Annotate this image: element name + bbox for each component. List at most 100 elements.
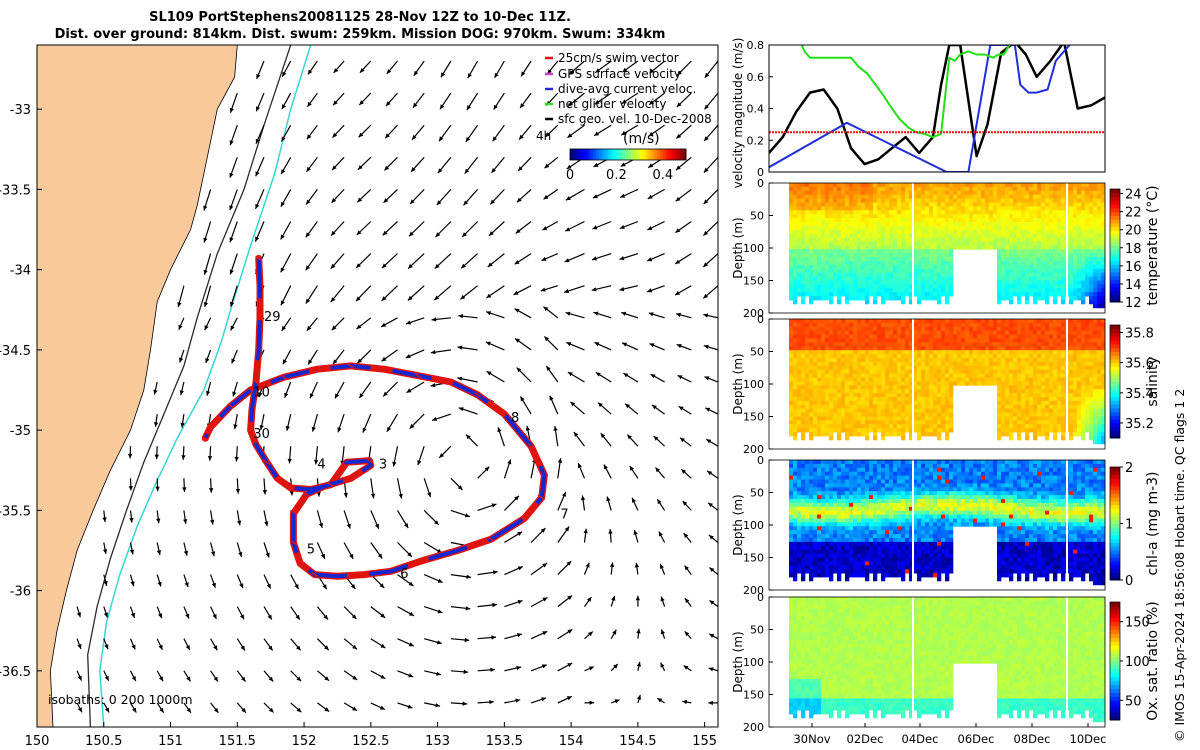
section-cell	[1001, 253, 1006, 258]
section-cell	[985, 346, 990, 351]
section-cell	[969, 190, 974, 196]
section-cell	[893, 432, 898, 437]
section-cell	[1073, 245, 1078, 250]
section-cell	[909, 276, 914, 281]
section-cell	[937, 202, 942, 207]
section-cell	[849, 319, 854, 324]
section-cell	[937, 385, 942, 390]
section-cell	[1025, 202, 1030, 207]
section-cell	[1021, 225, 1026, 231]
section-cell	[805, 350, 810, 355]
section-cell	[909, 296, 914, 301]
section-cell	[873, 194, 878, 199]
section-cell	[809, 249, 814, 254]
section-cell	[893, 334, 898, 339]
section-cell	[1017, 183, 1022, 188]
section-cell	[1061, 194, 1066, 199]
velocity-arrow-head	[380, 643, 386, 648]
section-cell	[949, 326, 954, 332]
section-cell	[885, 389, 890, 394]
velocity-arrow-head	[153, 389, 158, 395]
section-cell	[885, 210, 890, 215]
section-cell	[817, 218, 822, 223]
section-cell	[1041, 292, 1046, 297]
section-cell	[1101, 300, 1106, 305]
section-cell	[857, 354, 862, 359]
section-cell	[869, 389, 874, 394]
colorbar-segment	[575, 149, 580, 160]
section-cell	[869, 408, 874, 413]
section-cell	[801, 369, 806, 374]
section-cell	[957, 354, 962, 359]
section-cell	[965, 194, 970, 199]
section-cell	[905, 198, 910, 203]
section-cell	[841, 326, 846, 332]
section-cell	[857, 249, 862, 254]
section-cell	[917, 377, 922, 382]
section-cell	[857, 326, 862, 332]
section-cell	[965, 342, 970, 347]
section-cell	[1009, 428, 1014, 433]
section-cell	[793, 389, 798, 394]
section-cell	[953, 361, 958, 367]
section-cell	[921, 408, 926, 413]
section-cell	[877, 280, 882, 285]
colorbar-segment	[581, 149, 585, 160]
section-cell	[1033, 272, 1038, 277]
section-cell	[873, 322, 878, 328]
section-cell	[925, 190, 930, 196]
section-cell	[933, 346, 938, 351]
velocity-arrow-head	[232, 391, 237, 397]
section-cell	[1057, 241, 1062, 246]
section-cell	[997, 241, 1002, 246]
section-cell	[921, 241, 926, 246]
section-cell	[885, 222, 890, 227]
section-cell	[921, 322, 926, 328]
section-cell	[1013, 377, 1018, 382]
velocity-arrow-head	[305, 265, 311, 271]
velocity-arrow-head	[330, 297, 336, 302]
section-cell	[997, 420, 1002, 425]
colorbar-tick-label: 0.2	[606, 168, 627, 183]
section-cell	[825, 190, 830, 196]
section-cell	[1073, 257, 1078, 262]
section-cell	[949, 233, 954, 238]
section-cell	[905, 381, 910, 386]
section-cell	[1081, 190, 1086, 196]
section-cell	[985, 377, 990, 382]
section-cell	[893, 393, 898, 398]
section-cell	[973, 229, 978, 235]
section-cell	[1017, 296, 1022, 301]
velocity-arrow-head	[207, 456, 213, 461]
section-cell	[789, 322, 794, 328]
section-cell	[797, 253, 802, 258]
section-cell	[809, 412, 814, 417]
section-cell	[805, 237, 810, 242]
section-cell	[805, 202, 810, 207]
section-cell	[809, 245, 814, 250]
section-cell	[1005, 361, 1010, 367]
section-cell	[965, 365, 970, 371]
section-cell	[837, 420, 842, 425]
section-cell	[1101, 202, 1106, 207]
section-cell	[809, 296, 814, 301]
section-cell	[893, 272, 898, 277]
velocity-arrow-head	[407, 704, 413, 709]
section-cell	[1001, 408, 1006, 413]
section-cell	[1085, 222, 1090, 227]
section-cell	[1029, 233, 1034, 238]
velocity-arrow-head	[156, 550, 162, 555]
section-cell	[913, 194, 918, 199]
section-cell	[973, 183, 978, 188]
section-cell	[909, 369, 914, 374]
section-cell	[889, 397, 894, 402]
section-cell	[1025, 264, 1030, 270]
section-cell	[1021, 288, 1026, 293]
section-cell	[909, 373, 914, 378]
section-cell	[917, 268, 922, 274]
section-cell	[809, 420, 814, 425]
section-cell	[1021, 268, 1026, 274]
colorbar-label: (m/s)	[623, 131, 660, 147]
section-cell	[881, 377, 886, 382]
section-cell	[857, 225, 862, 231]
